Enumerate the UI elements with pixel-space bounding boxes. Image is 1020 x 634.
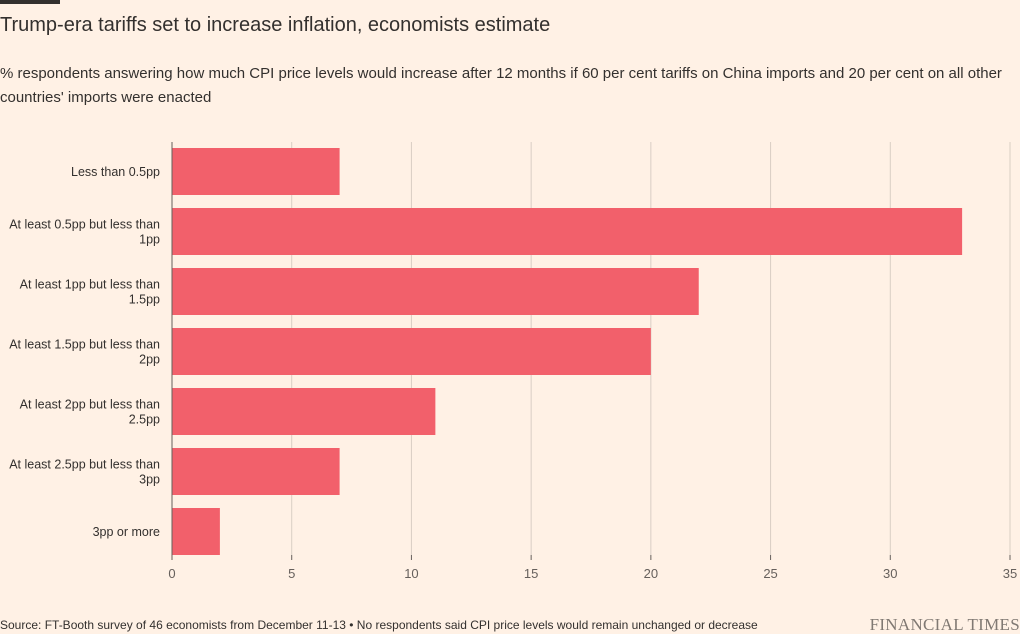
x-tick-label: 10 (404, 566, 418, 581)
bar (172, 328, 651, 375)
category-label: Less than 0.5pp (71, 165, 160, 179)
source-note: Source: FT-Booth survey of 46 economists… (0, 618, 758, 632)
x-tick-label: 30 (883, 566, 897, 581)
x-tick-label: 20 (644, 566, 658, 581)
x-tick-label: 25 (763, 566, 777, 581)
category-label: At least 1pp but less than 1.5pp (20, 278, 160, 307)
category-label: At least 1.5pp but less than 2pp (9, 338, 160, 367)
bar-chart: 0 5 10 15 20 25 30 35 Less than 0.5pp At least 0.… (9, 142, 1017, 581)
bar (172, 148, 340, 195)
category-label: At least 2.5pp but less than 3pp (9, 458, 160, 487)
chart-title: Trump-era tariffs set to increase inflat… (0, 14, 551, 36)
category-label: 3pp or more (93, 525, 160, 539)
bar (172, 388, 436, 435)
accent-bar (0, 0, 60, 4)
bar (172, 448, 340, 495)
category-label: At least 2pp but less than 2.5pp (20, 398, 160, 427)
bar (172, 508, 220, 555)
x-tick-label: 0 (168, 566, 175, 581)
x-tick-label: 5 (288, 566, 295, 581)
bar (172, 268, 699, 315)
bar (172, 208, 963, 255)
brand-logo: FINANCIAL TIMES (869, 615, 1020, 634)
category-label: At least 0.5pp but less than 1pp (9, 218, 160, 247)
chart-subtitle: % respondents answering how much CPI pri… (0, 65, 1002, 106)
x-tick-label: 35 (1003, 566, 1017, 581)
x-tick-label: 15 (524, 566, 538, 581)
